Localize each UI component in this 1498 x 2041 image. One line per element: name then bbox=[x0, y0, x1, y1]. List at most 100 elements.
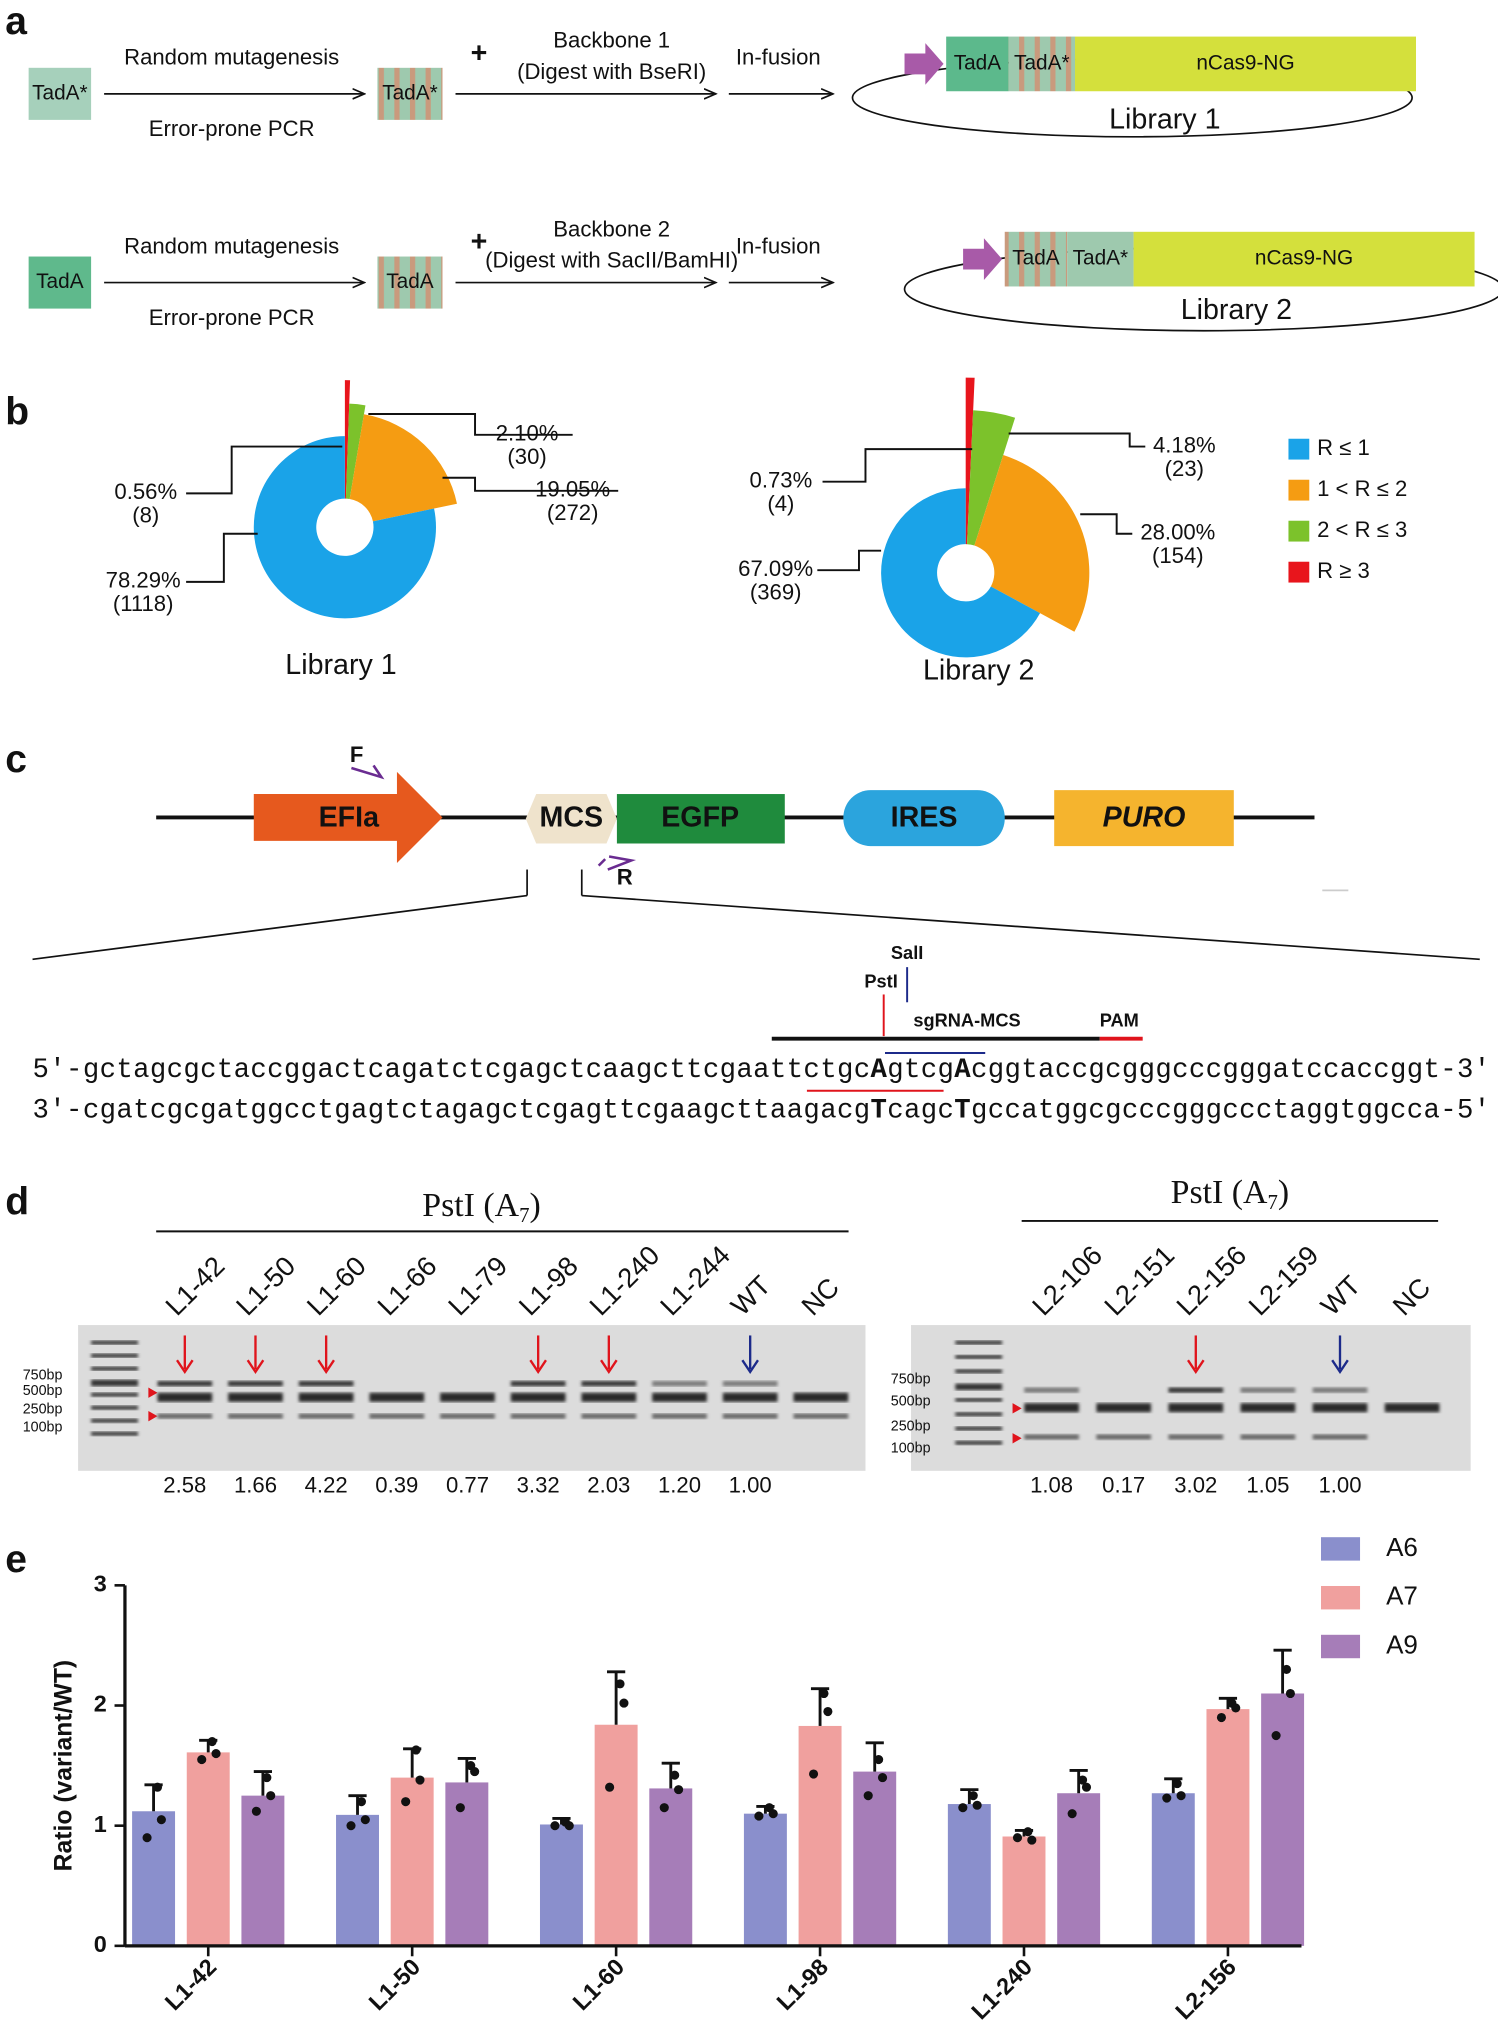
data-point bbox=[411, 1745, 421, 1755]
data-point bbox=[1285, 1688, 1295, 1699]
ladder-band bbox=[91, 1353, 138, 1358]
efia-arrow bbox=[253, 771, 443, 864]
data-point bbox=[266, 1791, 276, 1801]
gel-band bbox=[1240, 1434, 1296, 1440]
lane-label: L1-98 bbox=[513, 1250, 584, 1321]
method-label: Error-prone PCR bbox=[149, 116, 315, 141]
x-tick-label: L2-156 bbox=[1170, 1954, 1241, 2025]
data-point bbox=[455, 1803, 465, 1813]
site-label: SalI bbox=[891, 943, 923, 963]
panel-label: b bbox=[5, 390, 29, 433]
data-point bbox=[356, 1797, 366, 1807]
fusion-label: In-fusion bbox=[736, 45, 821, 70]
pie-slice bbox=[253, 436, 436, 619]
gel-band bbox=[228, 1392, 283, 1402]
primer-r bbox=[597, 855, 637, 871]
sequence-part: A bbox=[954, 1055, 971, 1086]
backbone-label: Backbone 2 bbox=[553, 216, 670, 241]
sgrna-label: sgRNA-MCS bbox=[913, 1011, 1020, 1031]
plasmid-part bbox=[1004, 231, 1068, 287]
plasmid-part-label: nCas9-NG bbox=[1196, 51, 1294, 74]
gel-band bbox=[1168, 1387, 1224, 1393]
data-point bbox=[1078, 1775, 1088, 1785]
backbone-label: Backbone 1 bbox=[553, 28, 670, 53]
pie-slice bbox=[345, 403, 366, 500]
ratio-label: 2.58 bbox=[163, 1472, 206, 1497]
data-point bbox=[360, 1815, 370, 1825]
gel-band bbox=[298, 1381, 354, 1387]
method-label: Error-prone PCR bbox=[149, 305, 315, 330]
gel-title-sub: 7 bbox=[1267, 1190, 1277, 1214]
legend-label: 1 < R ≤ 2 bbox=[1317, 476, 1407, 501]
gel-band bbox=[722, 1381, 778, 1387]
digest-label: (Digest with SacII/BamHI) bbox=[485, 248, 738, 273]
bar bbox=[241, 1795, 285, 1946]
leader-line bbox=[822, 448, 973, 483]
pie-slice bbox=[965, 377, 975, 545]
gel-band bbox=[298, 1413, 354, 1419]
puro-box bbox=[1054, 790, 1234, 847]
value-label: 19.05% bbox=[535, 477, 610, 502]
pie-slice bbox=[967, 410, 1016, 546]
gel-band bbox=[1240, 1403, 1296, 1413]
lane-label: L1-240 bbox=[583, 1239, 665, 1321]
promoter-arrow bbox=[904, 43, 944, 85]
pie-slice bbox=[881, 488, 1041, 658]
ratio-label: 0.17 bbox=[1102, 1472, 1145, 1497]
gel-title: PstI (A7) bbox=[422, 1187, 540, 1227]
gel-band bbox=[722, 1392, 778, 1402]
value-label: 78.29% bbox=[106, 568, 181, 593]
library-label: Library 1 bbox=[1109, 104, 1220, 136]
gel-band bbox=[440, 1392, 495, 1402]
gel-band bbox=[228, 1381, 283, 1387]
legend-label: A6 bbox=[1386, 1532, 1418, 1562]
gel-title-sub: 7 bbox=[519, 1203, 529, 1227]
ratio-label: 1.20 bbox=[658, 1472, 701, 1497]
bar bbox=[947, 1804, 991, 1946]
sequence-part: gccatggcgcccgggccctaggtggcca-5' bbox=[971, 1096, 1490, 1127]
data-point bbox=[1081, 1782, 1092, 1792]
lane-label: L1-244 bbox=[654, 1239, 736, 1321]
leader-line bbox=[186, 532, 258, 583]
y-tick-label: 0 bbox=[94, 1931, 107, 1957]
x-tick-label: L1-42 bbox=[160, 1954, 222, 2016]
data-point bbox=[874, 1755, 884, 1765]
x-tick-label: L1-98 bbox=[772, 1954, 834, 2016]
plus-sign: + bbox=[471, 37, 488, 69]
gel-arrow-head bbox=[317, 1359, 335, 1375]
gel-band bbox=[1024, 1387, 1079, 1393]
x-tick-label: L1-60 bbox=[568, 1954, 630, 2016]
plasmid-part bbox=[1008, 36, 1076, 92]
gel-band bbox=[157, 1381, 213, 1387]
gel-band bbox=[1384, 1403, 1440, 1413]
gel-arrow-head bbox=[529, 1359, 547, 1375]
lane-label: L2-106 bbox=[1026, 1239, 1108, 1321]
lane-label: L1-79 bbox=[442, 1250, 513, 1321]
gel-band bbox=[1096, 1403, 1152, 1413]
ladder-band bbox=[955, 1340, 1003, 1345]
gel-title-part: ) bbox=[530, 1187, 541, 1224]
gel-title-part: PstI (A bbox=[422, 1187, 519, 1224]
ladder-band bbox=[91, 1418, 138, 1423]
product-box bbox=[377, 256, 443, 309]
data-point bbox=[1012, 1833, 1023, 1843]
sequence-part: 5'-gctagcgctaccggactcagatctcgagctcaagctt… bbox=[33, 1055, 871, 1086]
count-label: (23) bbox=[1165, 456, 1204, 481]
gel-band bbox=[1096, 1434, 1152, 1440]
figure-content: a b c d e TadA* Random mutagenesis Error-prone … bbox=[5, 0, 1498, 2024]
bar bbox=[1002, 1836, 1046, 1946]
panel-label: d bbox=[5, 1180, 29, 1223]
data-point bbox=[564, 1821, 574, 1831]
ladder-label: 750bp bbox=[23, 1368, 63, 1384]
value-label: 67.09% bbox=[738, 556, 813, 581]
ratio-label: 3.32 bbox=[517, 1472, 560, 1497]
sequence-part: cagc bbox=[887, 1096, 954, 1127]
data-point bbox=[156, 1815, 166, 1825]
gel-band bbox=[440, 1413, 495, 1419]
plasmid-part bbox=[1075, 36, 1417, 92]
bar bbox=[743, 1813, 787, 1946]
gel-band bbox=[722, 1413, 778, 1419]
lane-label: L1-66 bbox=[371, 1250, 442, 1321]
plasmid-part bbox=[1067, 231, 1134, 287]
